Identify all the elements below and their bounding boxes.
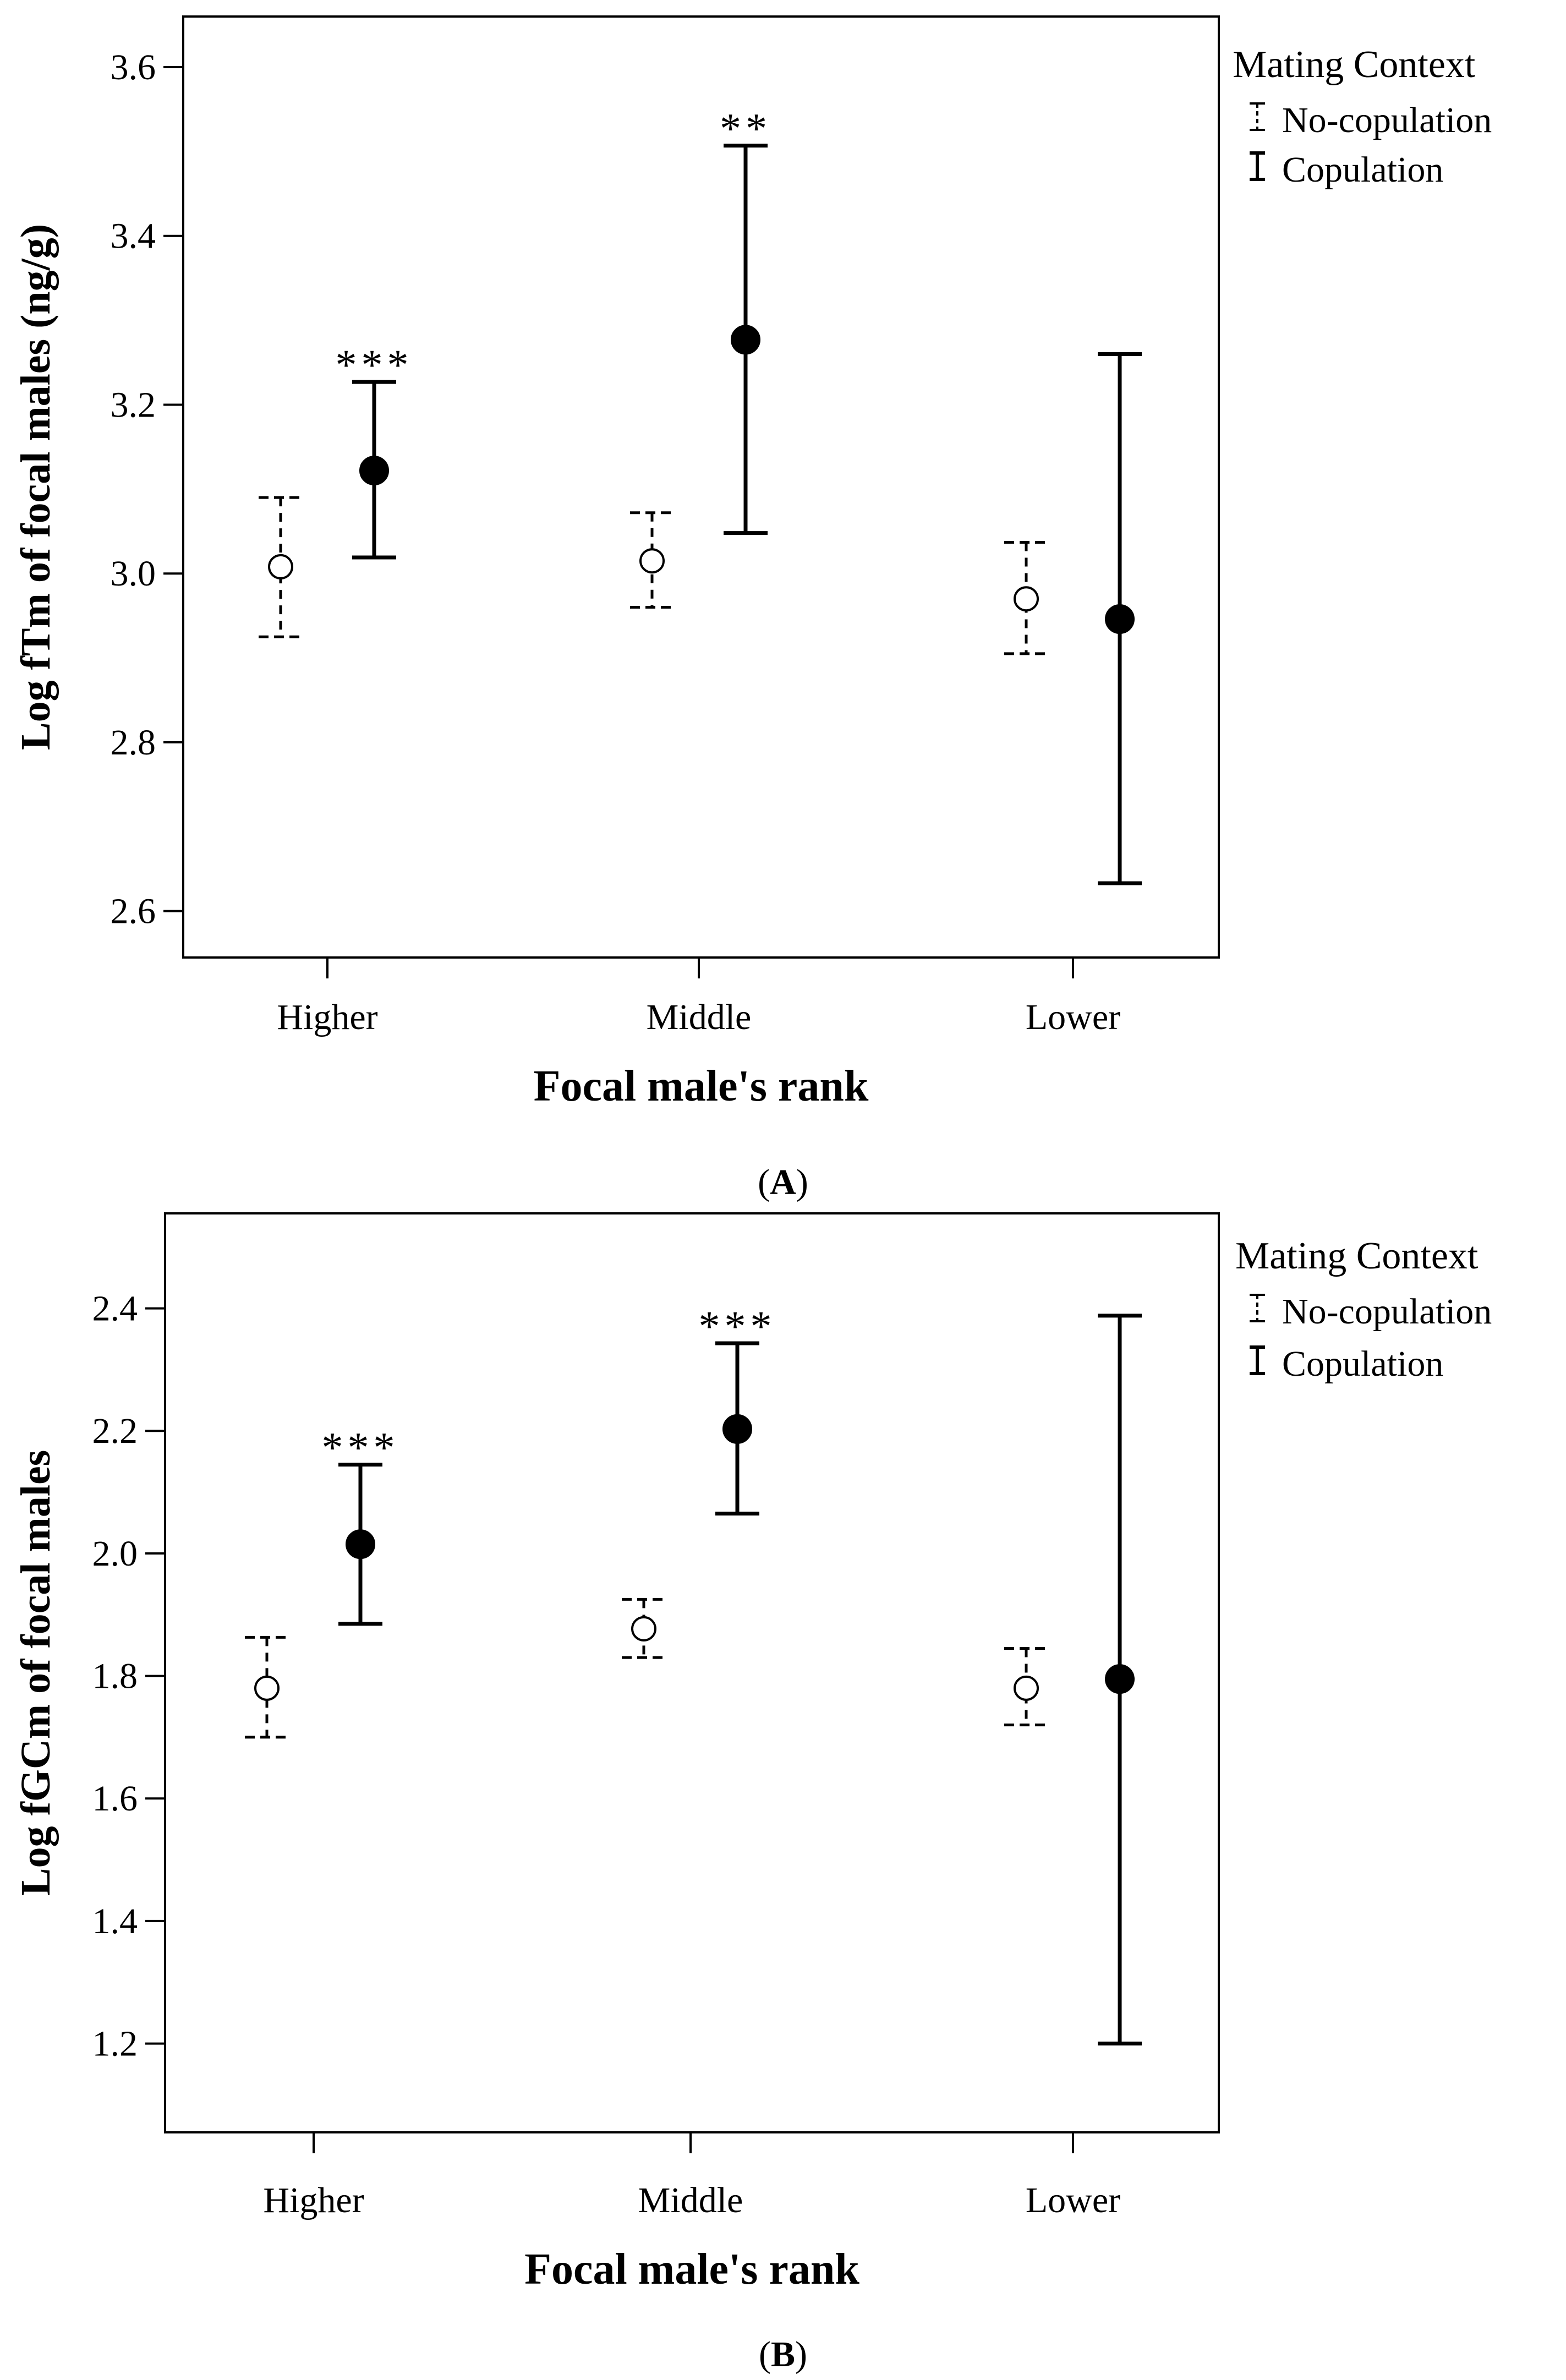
panel-b-y-tick-label: 1.8 [92, 1656, 138, 1697]
panel-label-letter: B [771, 2334, 795, 2374]
panel-label-letter: A [770, 1162, 796, 1202]
panel-b-legend-title: Mating Context [1235, 1235, 1479, 1277]
panel-a-label: (A) [758, 1162, 808, 1202]
panel-b-legend-icon-copulation [1250, 1345, 1265, 1375]
panel-b-legend-icon-no-copulation [1250, 1294, 1265, 1322]
mean-marker-filled [731, 325, 760, 355]
panel-a-y-tick-label: 3.0 [111, 554, 156, 594]
panel-b-plot-frame [164, 1212, 1220, 2133]
panel-b-errorbar-copulation [715, 1341, 759, 1516]
panel-a-legend-icon-copulation [1250, 151, 1265, 181]
mean-marker-open [268, 554, 293, 579]
panel-a-legend-entry: Copulation [1282, 150, 1443, 190]
panel-b-legend-entry: Copulation [1282, 1344, 1443, 1384]
mean-marker-filled [722, 1414, 752, 1444]
panel-b-y-tick-label: 1.2 [92, 2024, 138, 2064]
panel-a-errorbar-copulation [1098, 352, 1142, 885]
panel-a-x-tick-label: Middle [647, 997, 752, 1037]
panel-b-label: (B) [759, 2334, 807, 2374]
panel-a-errorbar-copulation [724, 144, 768, 535]
panel-a-y-tick-label: 2.6 [111, 891, 156, 932]
mean-marker-filled [359, 456, 389, 486]
panel-b-x-tick-label: Middle [638, 2180, 743, 2220]
panel-a-chart: 2.6 2.8 3.0 3.2 3.4 3.6 Higher Middle Lower Focal… [13, 15, 1492, 1202]
panel-a-y-axis-label: Log fTm of focal males (ng/g) [13, 224, 59, 750]
panel-b-errorbar-copulation [1098, 1314, 1142, 2046]
panel-a-y-tick-label: 3.4 [111, 216, 156, 256]
mean-marker-filled [1105, 604, 1135, 634]
mean-marker-filled [346, 1529, 375, 1560]
panel-a-plot-frame [182, 15, 1220, 959]
panel-a-y-tick-label: 2.8 [111, 723, 156, 763]
panel-b-errorbar-no-copulation [622, 1597, 666, 1659]
panel-b-x-axis-label: Focal male's rank [524, 2245, 859, 2294]
panel-label-open-paren: ( [758, 1162, 770, 1202]
panel-b-y-tick-label: 2.4 [92, 1289, 138, 1329]
panel-b-legend-entry: No-copulation [1282, 1292, 1492, 1332]
panel-a-legend-icon-no-copulation [1250, 102, 1265, 131]
panel-a-errorbar-no-copulation [1004, 540, 1048, 655]
panel-a-errorbar-copulation [352, 380, 396, 560]
panel-b-errorbar-copulation [338, 1462, 382, 1626]
panel-b-y-tick-label: 1.6 [92, 1779, 138, 1819]
mean-marker-open [1014, 1675, 1039, 1701]
panel-label-open-paren: ( [759, 2334, 771, 2374]
panel-b-y-tick-label: 2.2 [92, 1411, 138, 1451]
panel-a-significance-label: ** [720, 105, 771, 152]
mean-marker-filled [1105, 1664, 1135, 1694]
panel-a-x-tick-label: Lower [1026, 997, 1120, 1037]
panel-b-significance-label: *** [699, 1302, 776, 1350]
panel-b-x-tick-label: Lower [1026, 2180, 1120, 2220]
mean-marker-open [254, 1675, 280, 1701]
panel-a-legend-title: Mating Context [1233, 43, 1476, 86]
panel-b-y-tick-label: 2.0 [92, 1534, 138, 1574]
panel-a-y-tick-label: 3.2 [111, 385, 156, 425]
panel-a-x-tick-label: Higher [277, 997, 377, 1037]
mean-marker-open [639, 548, 665, 574]
panel-b-chart: 1.2 1.4 1.6 1.8 2.0 2.2 2.4 Higher Middle Lower Fo… [13, 1212, 1492, 2374]
panel-a-significance-label: *** [336, 341, 413, 389]
panel-a-x-axis-label: Focal male's rank [534, 1062, 869, 1110]
panel-label-close-paren: ) [796, 1162, 808, 1202]
panel-b-y-tick-label: 1.4 [92, 1901, 138, 1941]
mean-marker-open [1014, 586, 1039, 612]
panel-a-y-tick-label: 3.6 [111, 47, 156, 87]
panel-label-close-paren: ) [795, 2334, 807, 2374]
panel-b-errorbar-no-copulation [245, 1635, 289, 1739]
panel-b-x-tick-label: Higher [263, 2180, 364, 2220]
panel-b-y-axis-label: Log fGCm of focal males [13, 1450, 59, 1896]
panel-a-errorbar-no-copulation [259, 496, 303, 638]
panel-a-legend-entry: No-copulation [1282, 100, 1492, 140]
mean-marker-open [631, 1616, 656, 1642]
panel-b-significance-label: *** [322, 1423, 399, 1471]
panel-a-errorbar-no-copulation [630, 511, 674, 609]
panel-b-errorbar-no-copulation [1004, 1646, 1048, 1727]
